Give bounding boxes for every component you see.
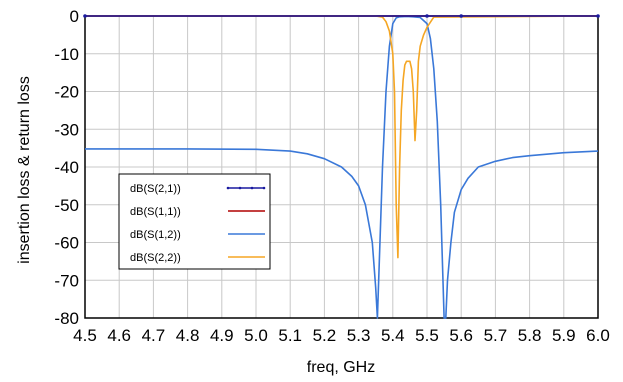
x-axis-label: freq, GHz [307,359,375,376]
y-tick-label: -60 [54,234,79,253]
x-tick-label: 5.6 [449,326,473,345]
legend-marker [250,186,254,190]
y-tick-label: -80 [54,309,79,328]
legend-label: dB(S(2,2)) [130,252,181,264]
y-tick-label: -30 [54,120,79,139]
legend-label: dB(S(1,2)) [130,229,181,241]
series-point [459,14,464,18]
series-point [83,14,87,18]
x-tick-label: 5.4 [381,326,405,345]
y-tick-label: -20 [54,83,79,102]
legend-box [118,173,271,270]
legend-marker [238,186,242,190]
x-tick-label: 4.8 [176,326,200,345]
series-group [83,14,600,319]
x-tick-label: 5.5 [415,326,439,345]
x-tick-label: 5.8 [518,326,542,345]
x-tick-label: 5.7 [484,326,508,345]
y-axis-label: insertion loss & return loss [16,76,33,264]
series-point [596,14,600,18]
y-tick-label: -70 [54,271,79,290]
legend: dB(S(2,1)) dB(S(1,1)) dB(S(1,2)) dB(S(2,2)) [118,173,271,270]
x-tick-label: 5.2 [313,326,337,345]
x-tick-label: 5.3 [347,326,371,345]
x-tick-label: 4.7 [142,326,166,345]
y-tick-label: -50 [54,196,79,215]
legend-marker [262,186,266,190]
x-tick-label: 5.0 [244,326,268,345]
x-tick-label: 4.6 [107,326,131,345]
series-point [425,14,429,18]
y-tick-label: 0 [70,7,79,26]
y-tick-label: -40 [54,158,79,177]
x-tick-label: 4.9 [210,326,234,345]
legend-label: dB(S(1,1)) [130,206,181,218]
series-line-4 [85,15,599,259]
legend-marker [226,186,230,190]
y-tick-label: -10 [54,45,79,64]
y-axis-ticks: 0 -10 -20 -30 -40 -50 -60 -70 -80 [54,7,79,328]
x-tick-label: 6.0 [586,326,610,345]
x-tick-label: 5.1 [278,326,302,345]
legend-label: dB(S(2,1)) [130,183,181,195]
x-axis-ticks: 4.5 4.6 4.7 4.8 4.9 5.0 5.1 5.2 5.3 5.4 5.5 5.6 5.7 5… [73,326,610,345]
x-tick-label: 4.5 [73,326,97,345]
x-tick-label: 5.9 [552,326,576,345]
